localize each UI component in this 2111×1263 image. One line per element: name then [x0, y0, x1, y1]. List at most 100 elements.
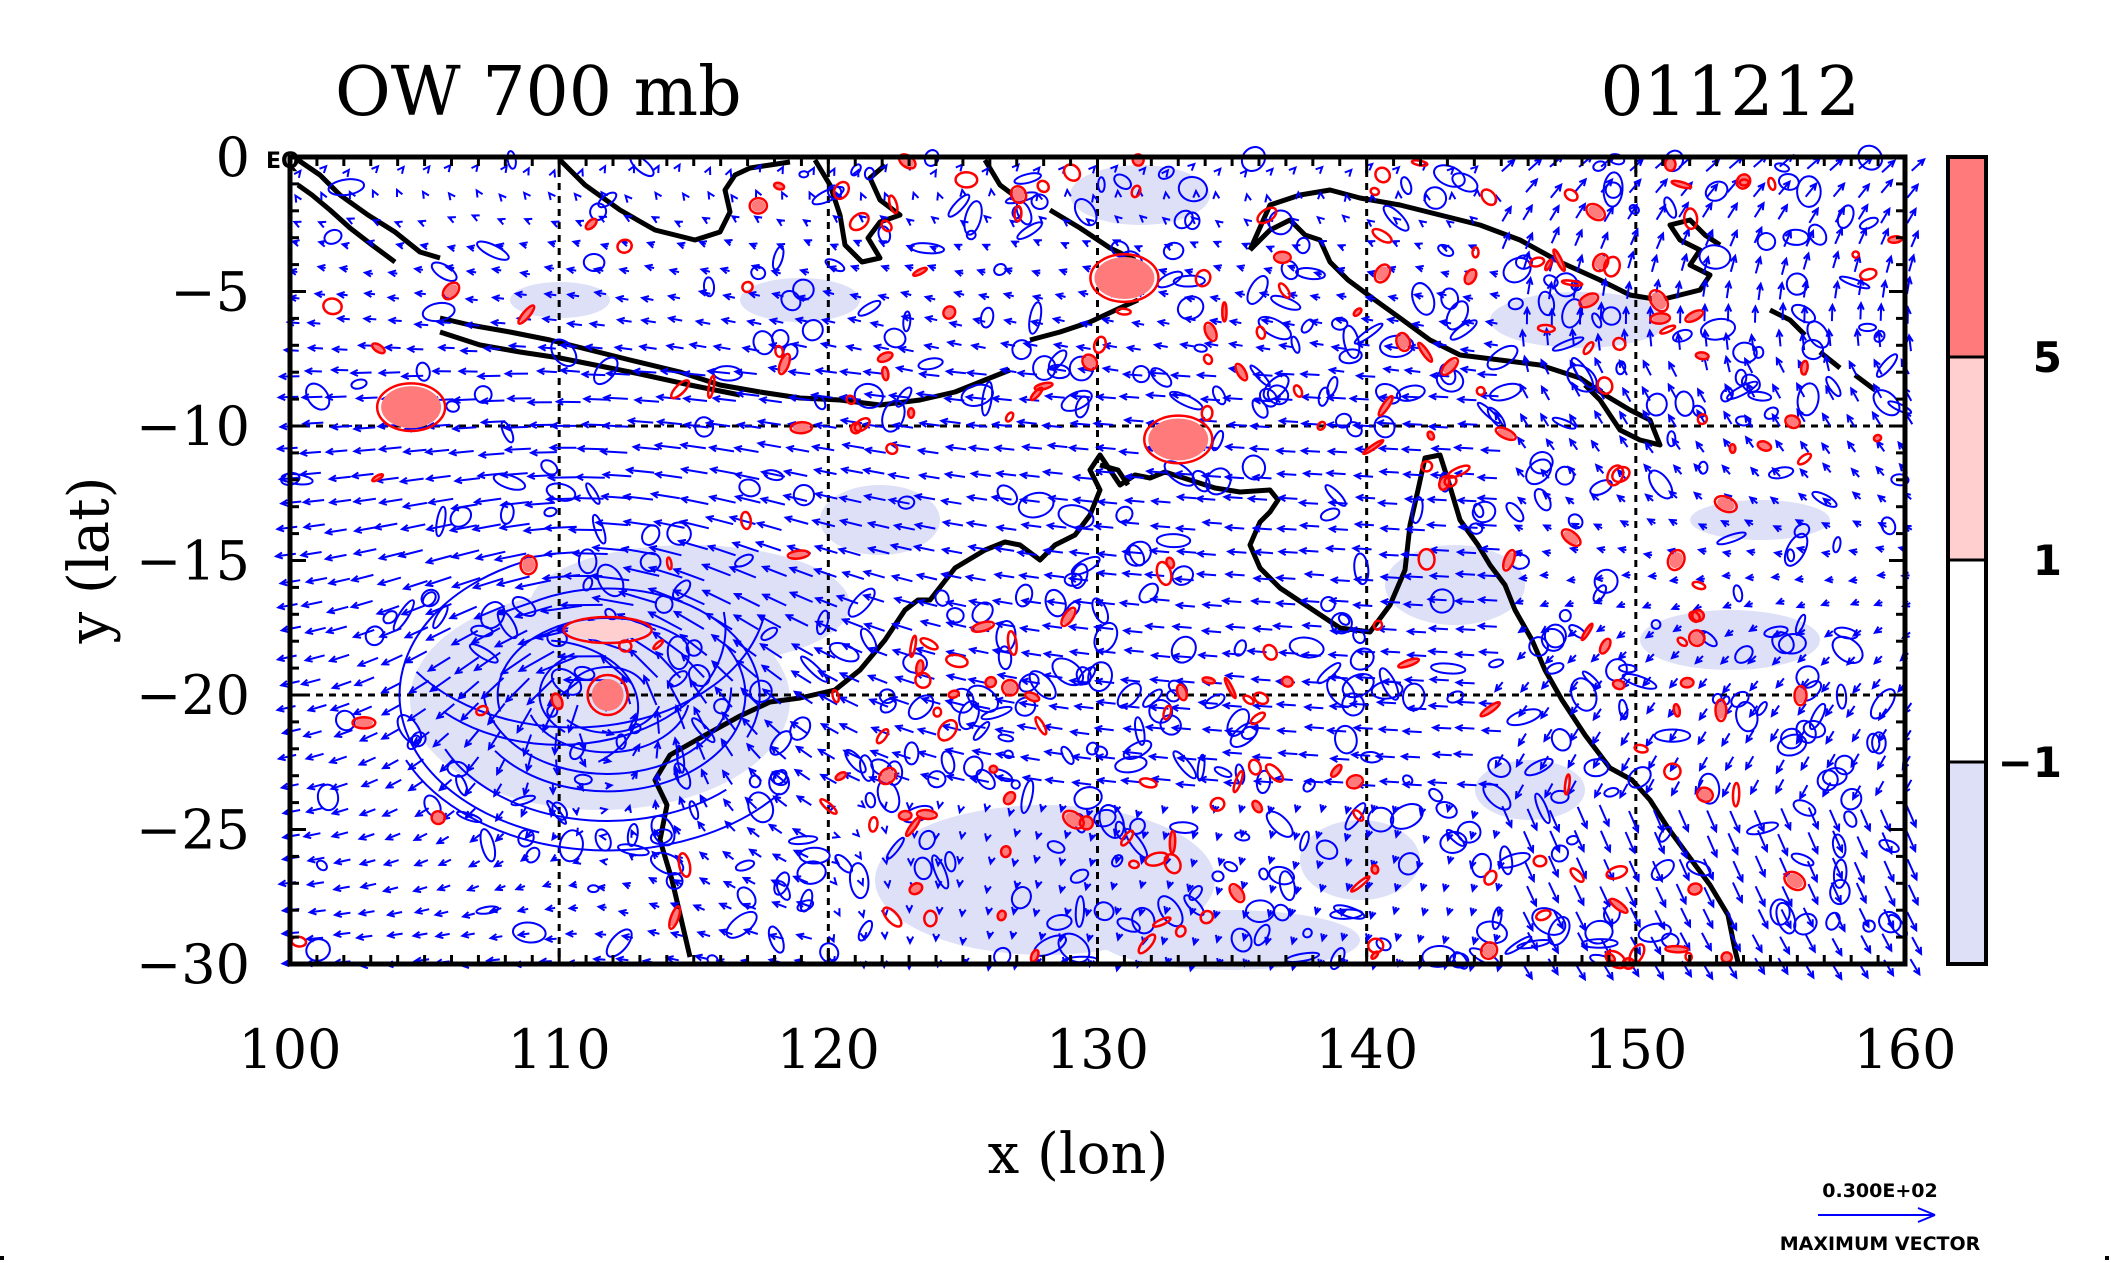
- wind-vector: [1453, 597, 1475, 606]
- negative-contour: [1157, 165, 1175, 180]
- negative-contour: [511, 921, 547, 944]
- positive-contour: [322, 297, 343, 316]
- wind-vector: [1071, 473, 1093, 482]
- wind-vector: [1905, 333, 1914, 352]
- wind-vector: [1655, 231, 1665, 250]
- wind-vector: [306, 344, 324, 352]
- wind-vector: [444, 264, 455, 272]
- negative-contour: [738, 478, 761, 498]
- wind-vector: [1445, 803, 1454, 814]
- coastline-borneo: [558, 158, 791, 243]
- wind-vector: [1446, 907, 1454, 917]
- colorbar-label-1: 1: [2033, 536, 2062, 585]
- wind-vector: [984, 885, 992, 895]
- wind-vector: [939, 497, 962, 506]
- wind-vector: [863, 622, 885, 632]
- positive-contour: [1560, 279, 1584, 287]
- negative-contour: [801, 319, 824, 342]
- positive-contour: [1249, 711, 1267, 726]
- wind-vector: [1250, 675, 1271, 684]
- wind-vector: [382, 859, 399, 867]
- wind-vector: [1668, 728, 1679, 743]
- negative-contour: [913, 856, 933, 881]
- wind-vector: [1678, 809, 1690, 833]
- positive-contour: [1115, 307, 1132, 316]
- positive-fill: [1666, 159, 1675, 170]
- positive-fill: [910, 884, 921, 894]
- wind-vector: [1416, 860, 1424, 871]
- negative-contour: [350, 378, 368, 390]
- wind-vector: [401, 580, 428, 591]
- wind-vector: [1094, 753, 1116, 762]
- wind-vector: [1353, 520, 1374, 529]
- wind-vector: [493, 552, 527, 563]
- wind-vector: [1365, 880, 1374, 891]
- positive-fill: [1062, 609, 1074, 625]
- wind-vector: [615, 955, 629, 964]
- positive-fill: [1012, 187, 1025, 202]
- positive-fill: [1581, 294, 1597, 306]
- negative-contour: [1831, 833, 1847, 859]
- wind-vector: [1541, 549, 1552, 557]
- wind-vector: [300, 600, 323, 609]
- wind-vector: [1799, 468, 1809, 479]
- wind-vector: [1877, 728, 1888, 743]
- wind-vector: [627, 852, 637, 861]
- wind-vector: [1513, 524, 1524, 532]
- wind-vector: [1301, 469, 1323, 478]
- wind-vector: [1271, 395, 1293, 404]
- wind-vector: [1881, 933, 1893, 953]
- negative-contour: [917, 357, 944, 371]
- wind-vector: [1550, 226, 1560, 244]
- negative-contour: [410, 731, 427, 748]
- wind-vector: [1730, 933, 1741, 953]
- wind-vector: [1059, 803, 1067, 814]
- wind-vector: [332, 910, 351, 918]
- wind-vector: [1018, 471, 1040, 480]
- wind-vector: [976, 268, 986, 277]
- wind-vector: [929, 168, 938, 178]
- wind-vector: [377, 497, 403, 506]
- negative-contour: [1832, 858, 1848, 889]
- wind-vector: [377, 444, 402, 453]
- negative-contour: [1543, 623, 1567, 649]
- wind-vector: [1723, 410, 1733, 425]
- wind-vector: [741, 902, 757, 910]
- wind-vector: [890, 622, 913, 631]
- x-tick-label: 160: [1853, 1018, 1956, 1081]
- wind-vector: [1476, 521, 1497, 530]
- positive-contour: [875, 727, 890, 745]
- wind-vector: [1069, 419, 1091, 428]
- negative-contour: [1756, 232, 1777, 251]
- wind-vector: [936, 191, 944, 201]
- wind-vector: [1455, 625, 1476, 634]
- positive-contour: [677, 852, 692, 878]
- wind-vector: [463, 729, 480, 748]
- wind-vector: [1678, 858, 1690, 882]
- negative-contour: [1060, 389, 1093, 412]
- colorbar-segment-strong-positive: [1948, 157, 1986, 357]
- wind-vector: [994, 726, 1015, 735]
- wind-vector: [954, 269, 964, 277]
- wind-vector: [1547, 882, 1560, 904]
- wind-vector: [1071, 779, 1092, 788]
- wind-vector: [1600, 177, 1614, 193]
- wind-vector: [859, 931, 868, 942]
- wind-vector: [915, 598, 938, 607]
- negative-contour: [1802, 719, 1827, 739]
- wind-vector: [1848, 359, 1858, 377]
- negative-contour: [1073, 786, 1103, 810]
- wind-vector: [466, 756, 480, 773]
- wind-vector: [1703, 886, 1715, 909]
- wind-vector: [1045, 598, 1067, 607]
- wind-vector: [1751, 934, 1763, 954]
- wind-vector: [1721, 732, 1731, 748]
- negative-contour: [1550, 728, 1572, 752]
- positive-contour: [1352, 808, 1365, 822]
- negative-contour: [582, 252, 606, 273]
- wind-vector: [413, 907, 430, 915]
- wind-vector: [645, 241, 656, 249]
- negative-contour: [1093, 901, 1115, 922]
- negative-contour: [1545, 662, 1565, 675]
- wind-vector: [1064, 907, 1072, 917]
